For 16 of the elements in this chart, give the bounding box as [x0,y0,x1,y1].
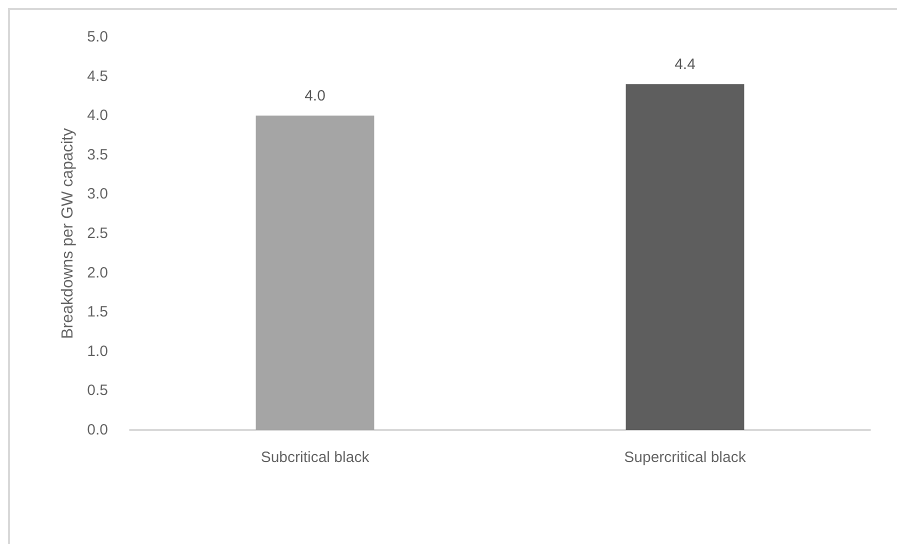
x-tick-label: Supercritical black [624,449,746,466]
y-tick-label: 2.0 [87,264,108,282]
y-tick-label: 0.5 [87,382,108,400]
y-tick-label: 3.0 [87,186,108,203]
data-label: 4.4 [674,56,696,74]
y-tick-label: 3.5 [87,146,108,164]
y-tick-label: 4.5 [87,68,108,85]
y-tick-label: 1.5 [87,304,108,321]
y-tick-label: 2.5 [87,225,108,242]
y-tick-label: 4.0 [87,107,108,124]
x-tick-label: Subcritical black [260,449,370,466]
y-axis-title: Breakdowns per GW capacity [60,128,77,339]
y-tick-label: 5.0 [87,28,108,46]
y-tick-label: 1.0 [87,342,108,360]
data-label: 4.0 [304,88,326,105]
y-tick-label: 0.0 [87,422,108,438]
